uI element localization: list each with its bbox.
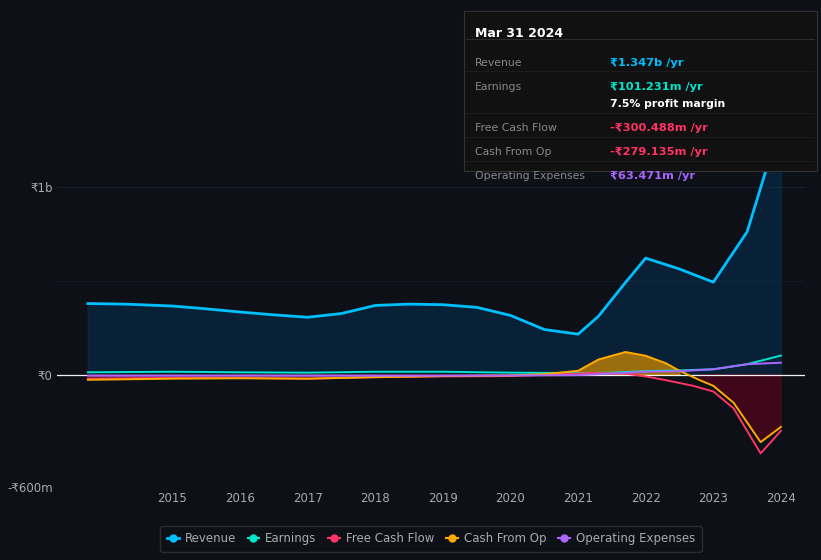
Text: ₹63.471m /yr: ₹63.471m /yr (610, 171, 695, 181)
Text: 7.5% profit margin: 7.5% profit margin (610, 99, 725, 109)
Text: Mar 31 2024: Mar 31 2024 (475, 27, 562, 40)
Text: -₹300.488m /yr: -₹300.488m /yr (610, 123, 708, 133)
Text: Earnings: Earnings (475, 82, 521, 92)
Text: ₹101.231m /yr: ₹101.231m /yr (610, 82, 703, 92)
Text: Operating Expenses: Operating Expenses (475, 171, 585, 181)
Text: -₹279.135m /yr: -₹279.135m /yr (610, 147, 708, 157)
Text: Cash From Op: Cash From Op (475, 147, 551, 157)
Text: ₹1.347b /yr: ₹1.347b /yr (610, 58, 684, 68)
Legend: Revenue, Earnings, Free Cash Flow, Cash From Op, Operating Expenses: Revenue, Earnings, Free Cash Flow, Cash … (160, 525, 702, 552)
Text: Revenue: Revenue (475, 58, 522, 68)
Text: Free Cash Flow: Free Cash Flow (475, 123, 557, 133)
